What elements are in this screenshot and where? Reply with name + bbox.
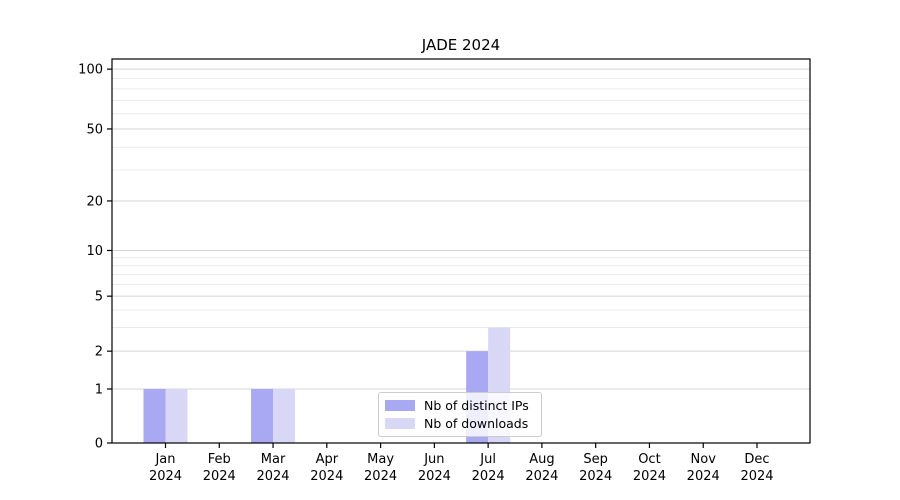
legend-label-downloads: Nb of downloads — [424, 416, 529, 431]
bar-nb-of-downloads-jan — [165, 389, 188, 443]
legend-swatch-distinct-ips — [385, 400, 415, 411]
x-tick-label-month: Nov — [691, 452, 717, 467]
x-tick-label-year: 2024 — [525, 469, 558, 484]
x-tick-label-month: Apr — [316, 452, 339, 467]
x-tick-label-year: 2024 — [418, 469, 451, 484]
x-tick-label-year: 2024 — [203, 469, 236, 484]
y-tick-label: 0 — [95, 437, 103, 452]
x-tick-label-year: 2024 — [256, 469, 289, 484]
y-tick-label: 2 — [95, 345, 103, 360]
chart-title: JADE 2024 — [421, 36, 501, 54]
x-tick-label-year: 2024 — [364, 469, 397, 484]
x-tick-label-month: Sep — [583, 452, 608, 467]
x-tick-label-year: 2024 — [740, 469, 773, 484]
bar-nb-of-downloads-mar — [273, 389, 296, 443]
y-tick-label: 100 — [78, 63, 103, 78]
legend-label-distinct-ips: Nb of distinct IPs — [424, 398, 529, 413]
bar-nb-of-distinct-ips-mar — [251, 389, 274, 443]
legend-row-downloads: Nb of downloads — [385, 416, 535, 431]
x-tick-label-year: 2024 — [579, 469, 612, 484]
y-tick-label: 10 — [86, 244, 103, 259]
x-tick-label-month: May — [367, 452, 394, 467]
x-tick-label-month: Mar — [261, 452, 286, 467]
x-tick-label-year: 2024 — [687, 469, 720, 484]
x-tick-label-month: Jan — [154, 452, 175, 467]
legend: Nb of distinct IPs Nb of downloads — [378, 392, 542, 437]
x-tick-label-year: 2024 — [472, 469, 505, 484]
legend-swatch-downloads — [385, 418, 415, 429]
x-tick-label-month: Jun — [423, 452, 444, 467]
x-tick-label-month: Oct — [638, 452, 660, 467]
y-tick-label: 20 — [86, 194, 103, 209]
x-tick-label-month: Aug — [529, 452, 554, 467]
x-tick-label-month: Jul — [479, 452, 496, 467]
y-tick-label: 5 — [95, 290, 103, 305]
bar-nb-of-distinct-ips-jan — [143, 389, 166, 443]
x-tick-label-month: Dec — [744, 452, 769, 467]
y-tick-label: 50 — [86, 122, 103, 137]
x-tick-label-year: 2024 — [633, 469, 666, 484]
y-tick-label: 1 — [95, 383, 103, 398]
x-tick-label-year: 2024 — [310, 469, 343, 484]
plot-border — [111, 58, 811, 444]
x-tick-label-month: Feb — [208, 452, 231, 467]
legend-row-distinct-ips: Nb of distinct IPs — [385, 398, 535, 413]
x-tick-label-year: 2024 — [149, 469, 182, 484]
